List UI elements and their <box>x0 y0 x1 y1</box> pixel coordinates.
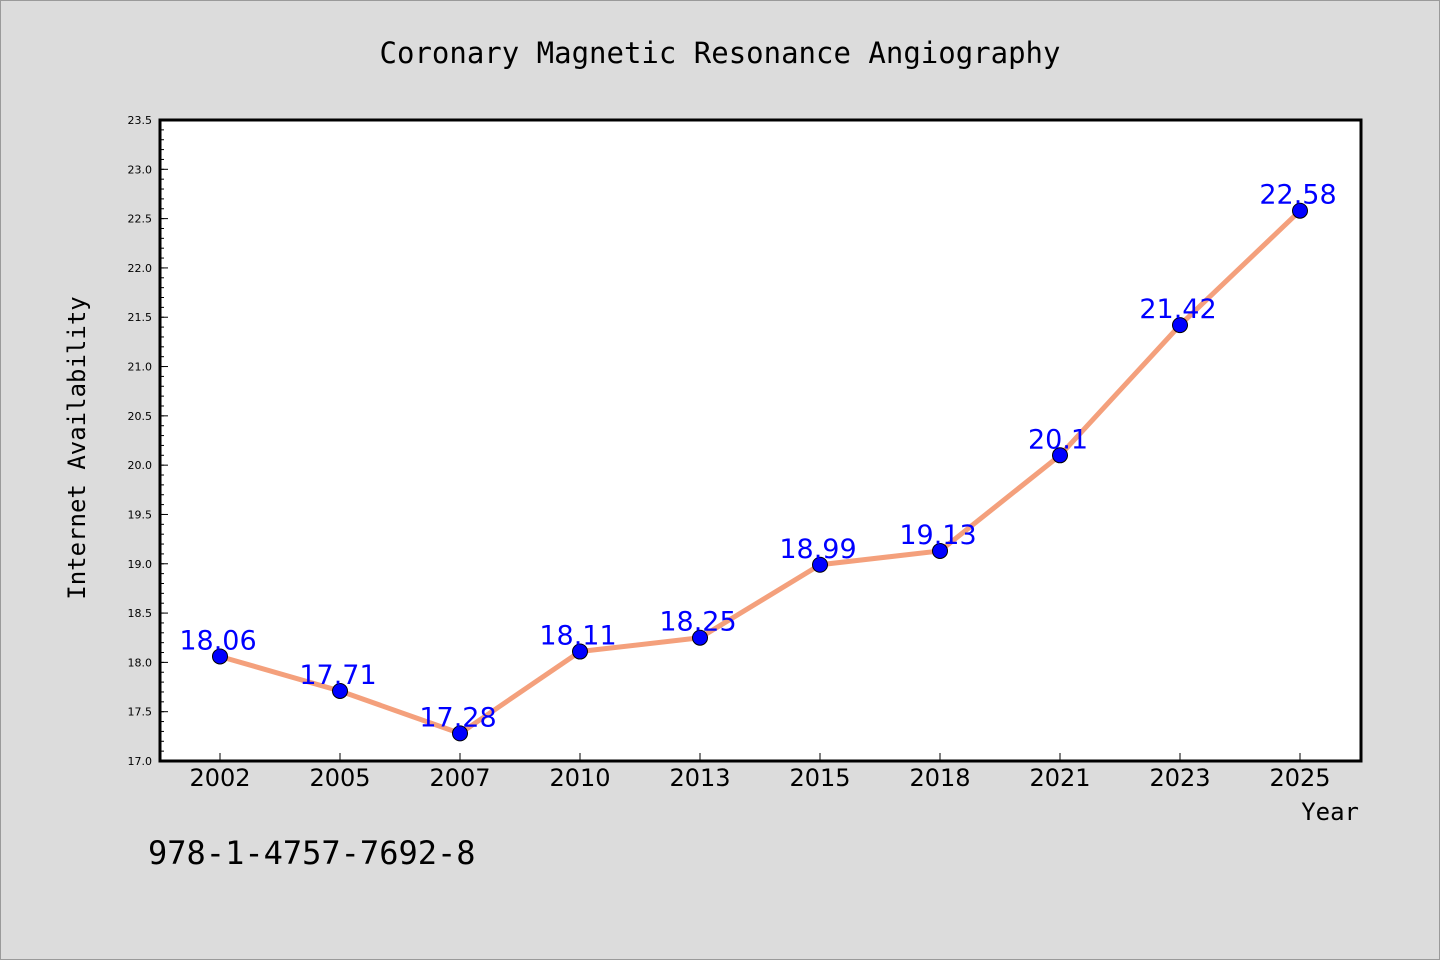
data-point <box>212 648 228 665</box>
data-labels: 18.06 17.71 17.28 18.11 18.25 18.99 19.13 20.1 2… <box>179 180 1336 734</box>
data-point <box>1172 317 1188 334</box>
data-label: 18.11 <box>539 621 616 652</box>
data-label: 18.06 <box>179 625 256 656</box>
data-label: 18.25 <box>659 607 736 638</box>
x-axis-label: Year <box>1301 798 1359 826</box>
x-tick-label: 2025 <box>1269 764 1330 792</box>
x-tick-label: 2013 <box>669 764 730 792</box>
data-label: 21.42 <box>1139 294 1216 325</box>
x-tick-label: 2007 <box>429 764 490 792</box>
plot-border <box>158 118 1363 763</box>
series-line-group <box>219 208 1302 736</box>
x-tick-label: 2010 <box>549 764 610 792</box>
data-label: 20.1 <box>1028 424 1088 455</box>
y-tick-label: 20.0 <box>128 459 153 472</box>
y-tick-label: 22.5 <box>128 213 153 226</box>
data-markers <box>212 202 1308 742</box>
y-tick-label: 23.5 <box>128 114 153 127</box>
data-point <box>332 682 348 699</box>
data-point <box>1292 202 1308 219</box>
y-tick-label: 19.5 <box>128 508 153 521</box>
y-tick-label: 18.5 <box>128 607 153 620</box>
chart-title: Coronary Magnetic Resonance Angiography <box>380 36 1061 70</box>
data-point <box>452 725 468 742</box>
y-tick-label: 23.0 <box>128 163 153 176</box>
data-point <box>932 542 948 559</box>
x-tick-label: 2015 <box>789 764 850 792</box>
x-tick-label: 2023 <box>1149 764 1210 792</box>
data-label: 17.71 <box>299 660 376 691</box>
x-tick-label: 2018 <box>909 764 970 792</box>
y-tick-label: 20.5 <box>128 410 153 423</box>
data-label: 17.28 <box>419 702 496 733</box>
y-tick-label: 21.5 <box>128 311 153 324</box>
x-tick-label: 2002 <box>189 764 250 792</box>
data-label: 18.99 <box>779 534 856 565</box>
x-tick-label: 2005 <box>309 764 370 792</box>
data-point <box>572 643 588 660</box>
data-point <box>1052 447 1068 464</box>
y-tick-label: 18.0 <box>128 656 153 669</box>
y-tick-label: 17.5 <box>128 706 153 719</box>
series-line <box>219 208 1302 736</box>
y-tick-label: 21.0 <box>128 361 153 374</box>
data-label: 19.13 <box>899 520 976 551</box>
plot-area <box>160 120 1361 761</box>
y-tick-label: 17.0 <box>128 755 153 768</box>
y-tick-label: 22.0 <box>128 262 153 275</box>
data-point <box>692 629 708 646</box>
y-axis-ticks: 17.0 17.5 18.0 18.5 19.0 19.5 20.0 20.5 21.0 21.5… <box>128 114 168 768</box>
y-axis-label: Internet Availability <box>63 296 91 599</box>
data-label: 22.58 <box>1259 180 1336 211</box>
x-tick-label: 2021 <box>1029 764 1090 792</box>
x-axis-ticks: 2002 2005 2007 2010 2013 2015 2018 2021 2023 2025 <box>189 753 1331 792</box>
y-tick-label: 19.0 <box>128 558 153 571</box>
isbn-annotation: 978-1-4757-7692-8 <box>148 834 476 872</box>
data-point <box>812 556 828 573</box>
